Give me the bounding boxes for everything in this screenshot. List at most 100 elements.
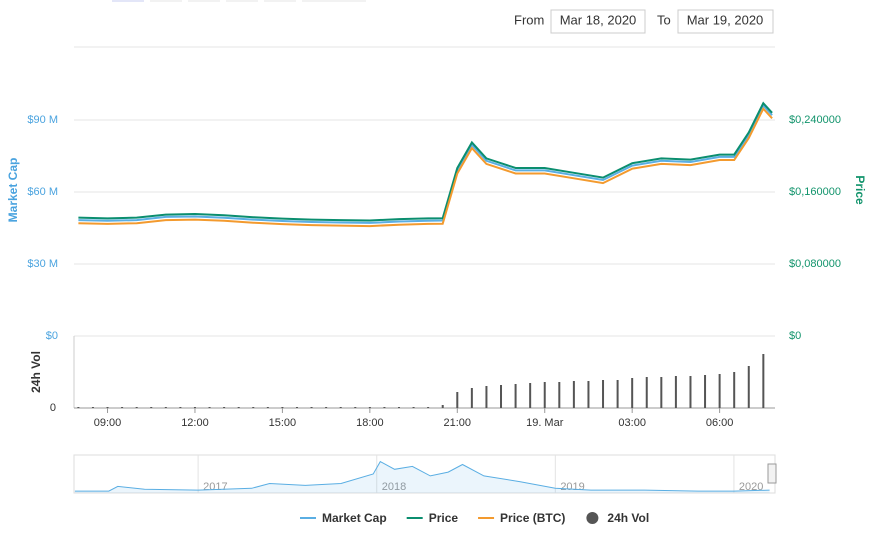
- volume-bar: [587, 381, 590, 408]
- x-tick-label: 18:00: [356, 417, 384, 429]
- volume-bar: [193, 407, 196, 408]
- volume-bar: [77, 407, 80, 408]
- x-tick-label: 09:00: [94, 417, 122, 429]
- volume-bar: [747, 366, 750, 408]
- volume-bar: [660, 377, 663, 408]
- nav-tick-label: 2020: [739, 481, 763, 493]
- y-tick-label: $90 M: [27, 114, 58, 126]
- volume-bar: [150, 407, 153, 408]
- tab[interactable]: [302, 0, 334, 2]
- volume-bar: [281, 407, 284, 408]
- legend-label: Market Cap: [322, 511, 387, 525]
- volume-bar: [427, 407, 430, 408]
- x-tick-label: 12:00: [181, 417, 209, 429]
- legend-item[interactable]: 24h Vol: [586, 511, 649, 525]
- nav-tick-label: 2018: [382, 481, 406, 493]
- volume-bar: [733, 372, 736, 408]
- y2-axis-title: Price: [853, 175, 867, 205]
- legend-label: 24h Vol: [607, 511, 649, 525]
- volume-bar: [602, 380, 605, 408]
- y2-tick-label: $0,160000: [789, 186, 841, 198]
- volume-bar: [354, 407, 357, 408]
- volume-bar: [645, 377, 648, 408]
- y-tick-label: $60 M: [27, 186, 58, 198]
- y-tick-label: $0: [46, 330, 58, 342]
- volume-bar: [106, 407, 109, 408]
- legend-item[interactable]: Price (BTC): [478, 511, 565, 525]
- volume-bar: [135, 407, 138, 408]
- nav-area: [74, 461, 770, 493]
- tab[interactable]: [112, 0, 144, 2]
- to-date[interactable]: Mar 19, 2020: [687, 12, 764, 27]
- volume-bar: [558, 382, 561, 408]
- nav-line: [74, 460, 770, 492]
- volume-bar: [674, 376, 677, 408]
- volume-bar: [543, 382, 546, 408]
- legend-swatch: [586, 512, 599, 524]
- x-tick-label: 19. Mar: [526, 417, 564, 429]
- volume-bar: [704, 375, 707, 408]
- volume-bar: [179, 407, 182, 408]
- legend-label: Price: [429, 511, 459, 525]
- volume-bar: [368, 407, 371, 408]
- volume-bar: [572, 381, 575, 408]
- tab[interactable]: [334, 0, 366, 2]
- from-date[interactable]: Mar 18, 2020: [560, 12, 637, 27]
- series-line: [78, 106, 773, 228]
- volume-bar: [121, 407, 124, 408]
- volume-bar: [514, 384, 517, 408]
- volume-bar: [500, 385, 503, 408]
- volume-bar: [397, 407, 400, 408]
- volume-bar: [266, 407, 269, 408]
- y-axis-title: Market Cap: [6, 158, 20, 223]
- tab[interactable]: [150, 0, 182, 2]
- y-tick-label: $30 M: [27, 258, 58, 270]
- nav-handle[interactable]: [767, 463, 777, 484]
- from-label: From: [514, 12, 544, 27]
- volume-bar: [441, 405, 444, 408]
- volume-bar: [456, 392, 459, 408]
- volume-bar: [412, 407, 415, 408]
- volume-bar: [631, 378, 634, 408]
- series-line: [78, 103, 773, 224]
- volume-bar: [470, 388, 473, 408]
- from-input[interactable]: [550, 9, 646, 34]
- volume-bar: [237, 407, 240, 408]
- x-tick-label: 15:00: [269, 417, 297, 429]
- volume-bar: [310, 407, 313, 408]
- y2-tick-label: $0,240000: [789, 114, 841, 126]
- y2-tick-label: $0,080000: [789, 258, 841, 270]
- volume-bar: [383, 407, 386, 408]
- x-tick-label: 06:00: [706, 417, 734, 429]
- volume-bar: [164, 407, 167, 408]
- y-tick-label: 0: [50, 402, 56, 414]
- legend-label: Price (BTC): [500, 511, 565, 525]
- volume-bar: [91, 407, 94, 408]
- legend-item[interactable]: Price: [406, 511, 459, 525]
- tab[interactable]: [188, 0, 220, 2]
- volume-bar: [485, 386, 488, 408]
- tab[interactable]: [226, 0, 258, 2]
- volume-bar: [689, 376, 692, 408]
- series-line: [78, 101, 773, 222]
- to-label: To: [657, 12, 671, 27]
- x-tick-label: 03:00: [618, 417, 646, 429]
- tabs: [112, 0, 366, 2]
- volume-bar: [208, 407, 211, 408]
- volume-bar: [529, 383, 532, 408]
- vol-axis-title: 24h Vol: [29, 351, 43, 393]
- volume-bar: [252, 407, 255, 408]
- volume-bar: [762, 354, 765, 408]
- volume-bar: [325, 407, 328, 408]
- volume-bar: [339, 407, 342, 408]
- volume-bar: [718, 374, 721, 408]
- to-input[interactable]: [677, 9, 774, 34]
- volume-bar: [616, 380, 619, 408]
- legend-item[interactable]: Market Cap: [300, 511, 387, 525]
- tab[interactable]: [264, 0, 296, 2]
- y2-tick-label: $0: [789, 330, 801, 342]
- x-tick-label: 21:00: [444, 417, 472, 429]
- volume-bar: [295, 407, 298, 408]
- volume-bar: [223, 407, 226, 408]
